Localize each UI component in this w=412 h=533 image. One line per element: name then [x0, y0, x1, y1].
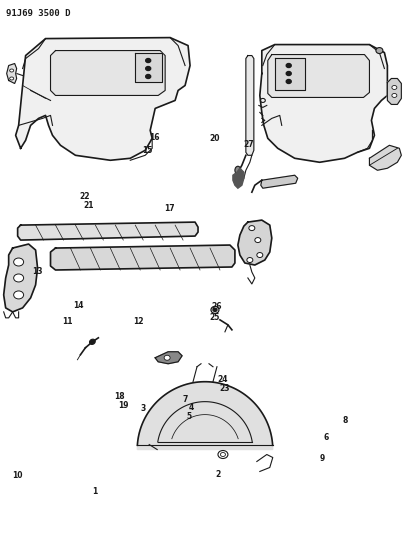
Polygon shape: [135, 53, 162, 83]
Ellipse shape: [392, 93, 397, 98]
Polygon shape: [51, 51, 165, 95]
Text: 6: 6: [323, 433, 328, 442]
Ellipse shape: [392, 85, 397, 90]
Ellipse shape: [9, 77, 14, 80]
Polygon shape: [233, 168, 244, 188]
Polygon shape: [16, 38, 190, 160]
Polygon shape: [246, 55, 254, 155]
Text: 25: 25: [210, 313, 220, 322]
Text: 11: 11: [62, 317, 73, 326]
Text: 2: 2: [216, 471, 221, 479]
Text: 4: 4: [189, 403, 194, 412]
Text: 14: 14: [73, 301, 84, 310]
Ellipse shape: [164, 356, 170, 360]
Text: 8: 8: [343, 416, 348, 425]
Ellipse shape: [255, 238, 261, 243]
Text: 20: 20: [209, 134, 220, 143]
Polygon shape: [260, 45, 387, 162]
Ellipse shape: [213, 309, 217, 311]
Text: 21: 21: [84, 201, 94, 210]
Polygon shape: [7, 63, 16, 84]
Polygon shape: [275, 58, 304, 91]
Text: 16: 16: [150, 133, 160, 142]
Text: 1: 1: [93, 487, 98, 496]
Ellipse shape: [247, 257, 253, 263]
Polygon shape: [387, 78, 401, 104]
Ellipse shape: [14, 291, 23, 299]
Ellipse shape: [146, 59, 151, 62]
Ellipse shape: [286, 63, 291, 68]
Polygon shape: [238, 220, 272, 265]
Polygon shape: [370, 146, 401, 170]
Text: 17: 17: [164, 204, 174, 213]
Text: 12: 12: [133, 317, 143, 326]
Text: 23: 23: [219, 384, 230, 393]
Ellipse shape: [146, 67, 151, 70]
Text: 3: 3: [141, 405, 146, 414]
Ellipse shape: [146, 75, 151, 78]
Ellipse shape: [89, 339, 95, 344]
Text: 27: 27: [244, 140, 255, 149]
Polygon shape: [155, 352, 182, 364]
Ellipse shape: [14, 274, 23, 282]
Text: 26: 26: [211, 302, 222, 311]
Polygon shape: [261, 175, 298, 188]
Polygon shape: [4, 244, 37, 312]
Ellipse shape: [14, 258, 23, 266]
Text: 7: 7: [183, 395, 188, 404]
Text: 5: 5: [186, 412, 191, 421]
Text: 9: 9: [319, 455, 324, 463]
Text: 22: 22: [80, 192, 90, 201]
Ellipse shape: [286, 71, 291, 76]
Ellipse shape: [249, 225, 255, 231]
Ellipse shape: [9, 69, 14, 72]
Polygon shape: [51, 245, 235, 270]
Text: 13: 13: [33, 268, 43, 276]
Text: 18: 18: [115, 392, 125, 401]
Ellipse shape: [235, 166, 241, 174]
Text: 19: 19: [118, 401, 128, 410]
Text: 10: 10: [12, 471, 22, 480]
Ellipse shape: [257, 253, 263, 257]
Ellipse shape: [376, 47, 383, 53]
Ellipse shape: [286, 79, 291, 84]
Text: 15: 15: [143, 146, 153, 155]
Polygon shape: [268, 54, 370, 98]
Polygon shape: [18, 222, 198, 240]
Ellipse shape: [218, 450, 228, 458]
Polygon shape: [137, 382, 273, 449]
Text: 24: 24: [217, 375, 228, 384]
Text: 91J69 3500 D: 91J69 3500 D: [6, 9, 70, 18]
